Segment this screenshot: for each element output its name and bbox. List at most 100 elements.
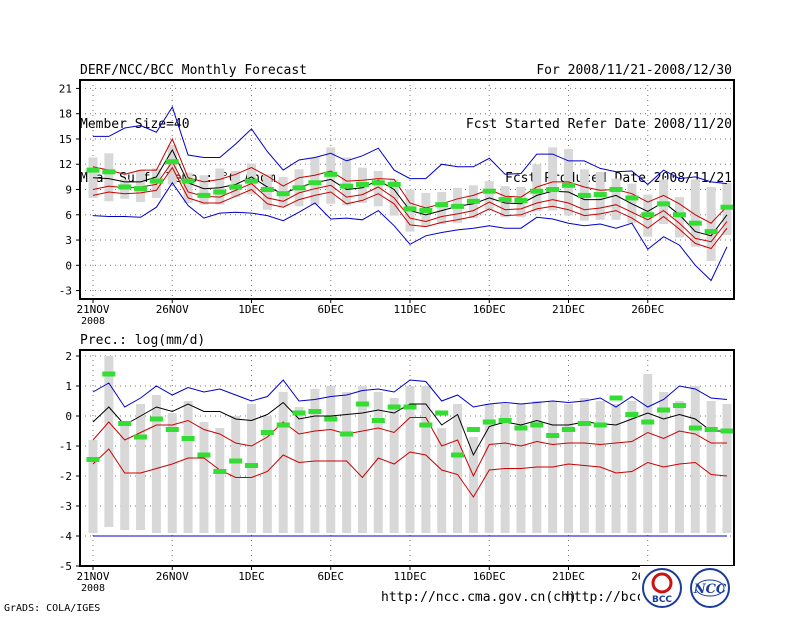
x-tick-sublabel: 2008	[81, 316, 105, 327]
observed-marker	[435, 202, 449, 208]
y-tick-label: -5	[59, 560, 72, 573]
observed-marker	[118, 184, 132, 190]
observed-marker	[292, 185, 306, 191]
y-tick-label: -2	[59, 470, 72, 483]
x-tick-label: 1DEC	[238, 570, 265, 583]
observed-marker	[720, 428, 734, 434]
observed-marker	[672, 212, 686, 218]
observed-marker	[419, 422, 433, 428]
y-tick-label: 1	[65, 380, 72, 393]
x-tick-label: 21NOV	[76, 303, 109, 316]
x-tick-label: 21DEC	[552, 570, 585, 583]
spread-box	[120, 422, 130, 530]
grads-credit: GrADS: COLA/IGES	[4, 603, 101, 614]
y-tick-label: 21	[59, 82, 72, 95]
observed-marker	[276, 422, 290, 428]
observed-marker	[672, 403, 686, 408]
observed-marker	[197, 192, 211, 198]
observed-marker	[593, 422, 607, 428]
member-size: Member Size=40	[80, 117, 190, 132]
x-tick-sublabel: 2008	[81, 583, 105, 594]
spread-box	[326, 386, 336, 533]
spread-box	[294, 407, 304, 533]
y-tick-label: 18	[59, 108, 72, 121]
x-tick-label: 11DEC	[393, 570, 426, 583]
observed-marker	[324, 171, 338, 177]
spread-box	[167, 413, 177, 533]
spread-box	[453, 404, 463, 533]
spread-box	[437, 428, 447, 533]
observed-marker	[102, 371, 116, 377]
spread-box	[136, 170, 146, 203]
observed-marker	[466, 198, 480, 204]
x-tick-label: 16DEC	[473, 570, 506, 583]
observed-marker	[355, 181, 369, 187]
observed-marker	[165, 159, 179, 165]
spread-box	[706, 186, 716, 262]
y-tick-label: 6	[65, 209, 72, 222]
url-ncc[interactable]: http://ncc.cma.gov.cn(ch)	[381, 590, 577, 605]
spread-box	[183, 401, 193, 533]
spread-box	[262, 416, 272, 533]
x-tick-label: 26DEC	[631, 303, 664, 316]
observed-marker	[609, 187, 623, 192]
series-line-min	[92, 181, 728, 282]
y-tick-label: 15	[59, 133, 72, 146]
observed-marker	[704, 229, 718, 235]
series-line-max	[93, 105, 728, 186]
series-line-upper	[92, 417, 727, 478]
observed-marker	[324, 416, 338, 422]
spread-box	[167, 144, 177, 185]
spread-box	[151, 395, 161, 533]
x-tick-label: 26NOV	[156, 303, 189, 316]
x-tick-label: 6DEC	[318, 303, 345, 316]
spread-box	[627, 401, 637, 533]
bcc-logo-icon: BCC	[642, 568, 682, 608]
observed-marker	[546, 187, 560, 192]
spread-box	[88, 440, 98, 533]
x-tick-label: 21NOV	[76, 570, 109, 583]
observed-marker	[102, 169, 116, 175]
series-line-low	[92, 166, 728, 250]
y-tick-label: -3	[59, 285, 72, 298]
observed-marker	[593, 192, 607, 198]
observed-marker	[498, 418, 512, 423]
series-line-mean	[92, 401, 727, 457]
observed-marker	[403, 404, 417, 410]
y-tick-label: -4	[59, 530, 73, 543]
ncc-logo-text: NCC	[693, 582, 727, 597]
observed-marker	[514, 197, 528, 203]
spread-box	[215, 168, 225, 205]
spread-box	[136, 404, 146, 530]
spread-box	[247, 404, 256, 533]
observed-marker	[213, 189, 227, 195]
observed-marker	[625, 412, 639, 417]
spread-box	[421, 386, 431, 533]
url-bcc[interactable]: http://bcc.	[566, 590, 653, 605]
forecast-period: For 2008/11/21-2008/12/30	[536, 63, 732, 78]
spread-box	[564, 404, 573, 533]
observed-marker	[340, 183, 354, 189]
observed-marker	[134, 434, 148, 440]
observed-marker	[720, 204, 734, 210]
observed-marker	[498, 197, 512, 203]
observed-marker	[181, 436, 195, 441]
spread-box	[215, 428, 225, 533]
spread-box	[484, 404, 494, 533]
spread-box	[706, 401, 716, 533]
spread-box	[373, 392, 383, 533]
spread-box	[611, 178, 621, 220]
spread-box	[437, 192, 447, 225]
spread-box	[532, 164, 542, 212]
y-tick-label: 2	[65, 350, 72, 363]
start-date: Fcst Started Refer Date 2008/11/20	[465, 117, 732, 132]
spread-box	[659, 392, 669, 533]
observed-marker	[245, 178, 258, 184]
y-tick-label: 9	[65, 184, 72, 197]
y-tick-label: -3	[59, 500, 72, 513]
x-tick-label: 21DEC	[552, 303, 585, 316]
observed-marker	[514, 425, 528, 431]
x-tick-label: 26NOV	[156, 570, 189, 583]
